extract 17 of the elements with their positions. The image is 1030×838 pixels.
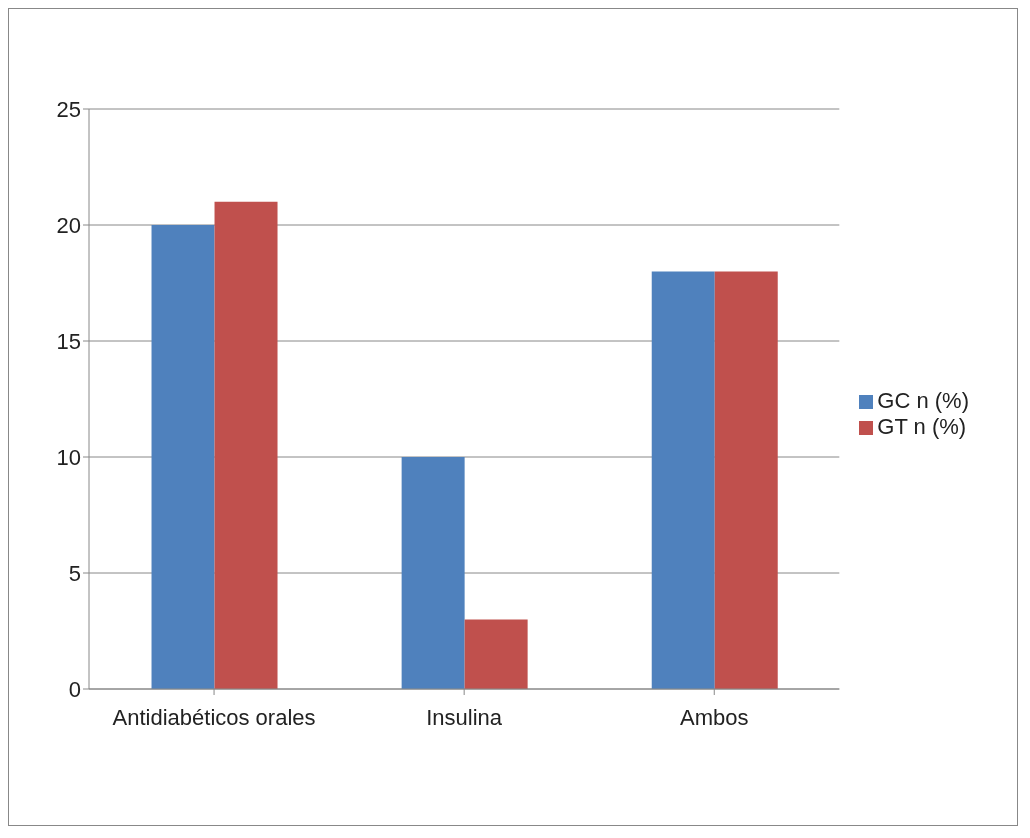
y-tick-label: 10 <box>56 444 81 470</box>
y-tick-label: 15 <box>56 328 81 354</box>
x-tick-label: Insulina <box>426 704 503 730</box>
x-tick-label: Antidiabéticos orales <box>112 704 316 730</box>
y-tick-label: 25 <box>56 96 81 122</box>
y-tick-label: 5 <box>68 560 81 586</box>
bar <box>714 271 778 689</box>
legend-label: GT n (%) <box>877 414 967 439</box>
bar <box>651 271 715 689</box>
legend-label: GC n (%) <box>877 388 969 413</box>
bar <box>151 225 215 689</box>
bar <box>401 457 465 689</box>
y-tick-label: 0 <box>68 676 81 702</box>
x-tick-label: Ambos <box>680 704 749 730</box>
y-tick-label: 20 <box>56 212 81 238</box>
bar <box>464 619 528 689</box>
bar <box>214 201 278 689</box>
